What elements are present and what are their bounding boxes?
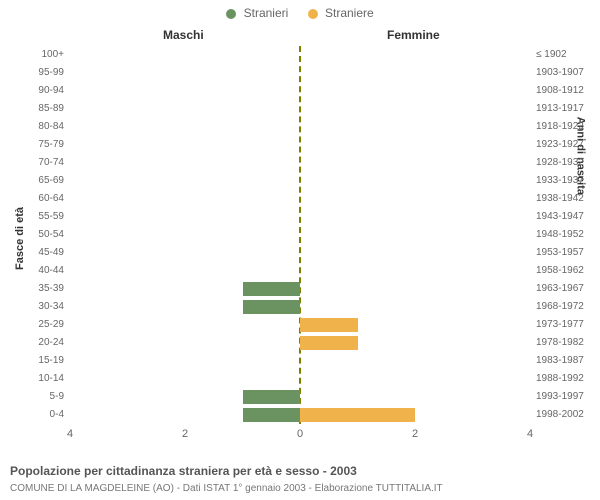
birth-year-label: 1938-1942 (536, 190, 584, 208)
legend-swatch-female (308, 9, 318, 19)
bar-male (243, 282, 301, 296)
legend-item-male: Stranieri (226, 6, 288, 20)
age-label: 50-54 (38, 226, 64, 244)
x-tick: 2 (182, 428, 188, 440)
birth-year-label: 1973-1977 (536, 316, 584, 334)
row-45-49: 45-491953-1957 (70, 244, 530, 262)
row-55-59: 55-591943-1947 (70, 208, 530, 226)
bar-female (300, 318, 358, 332)
age-label: 75-79 (38, 136, 64, 154)
birth-year-label: 1968-1972 (536, 298, 584, 316)
birth-year-label: 1988-1992 (536, 370, 584, 388)
legend-label-male: Stranieri (244, 6, 289, 20)
row-95-99: 95-991903-1907 (70, 64, 530, 82)
column-title-male: Maschi (163, 28, 204, 42)
birth-year-label: 1953-1957 (536, 244, 584, 262)
birth-year-label: ≤ 1902 (536, 46, 567, 64)
age-label: 5-9 (50, 388, 64, 406)
age-label: 0-4 (50, 406, 64, 424)
bar-male (243, 300, 301, 314)
birth-year-label: 1918-1922 (536, 118, 584, 136)
age-label: 35-39 (38, 280, 64, 298)
birth-year-label: 1923-1927 (536, 136, 584, 154)
age-label: 15-19 (38, 352, 64, 370)
birth-year-label: 1978-1982 (536, 334, 584, 352)
age-label: 20-24 (38, 334, 64, 352)
birth-year-label: 1993-1997 (536, 388, 584, 406)
x-tick: 0 (297, 428, 303, 440)
legend: Stranieri Straniere (0, 6, 600, 20)
birth-year-label: 1948-1952 (536, 226, 584, 244)
row-5-9: 5-91993-1997 (70, 388, 530, 406)
birth-year-label: 1958-1962 (536, 262, 584, 280)
age-label: 80-84 (38, 118, 64, 136)
age-label: 40-44 (38, 262, 64, 280)
age-label: 10-14 (38, 370, 64, 388)
row-10-14: 10-141988-1992 (70, 370, 530, 388)
row-0-4: 0-41998-2002 (70, 406, 530, 424)
population-pyramid-chart: Stranieri Straniere Maschi Femmine Fasce… (0, 0, 600, 500)
birth-year-label: 1933-1937 (536, 172, 584, 190)
birth-year-label: 1928-1932 (536, 154, 584, 172)
row-90-94: 90-941908-1912 (70, 82, 530, 100)
legend-swatch-male (226, 9, 236, 19)
birth-year-label: 1908-1912 (536, 82, 584, 100)
legend-label-female: Straniere (325, 6, 374, 20)
birth-year-label: 1903-1907 (536, 64, 584, 82)
row-35-39: 35-391963-1967 (70, 280, 530, 298)
bar-female (300, 408, 415, 422)
row-40-44: 40-441958-1962 (70, 262, 530, 280)
legend-item-female: Straniere (308, 6, 374, 20)
chart-title: Popolazione per cittadinanza straniera p… (10, 464, 357, 478)
age-label: 70-74 (38, 154, 64, 172)
age-label: 90-94 (38, 82, 64, 100)
age-label: 45-49 (38, 244, 64, 262)
column-title-female: Femmine (387, 28, 440, 42)
age-label: 30-34 (38, 298, 64, 316)
birth-year-label: 1943-1947 (536, 208, 584, 226)
row-25-29: 25-291973-1977 (70, 316, 530, 334)
bar-male (243, 408, 301, 422)
age-label: 85-89 (38, 100, 64, 118)
age-label: 100+ (41, 46, 64, 64)
age-label: 60-64 (38, 190, 64, 208)
row-20-24: 20-241978-1982 (70, 334, 530, 352)
birth-year-label: 1913-1917 (536, 100, 584, 118)
bar-female (300, 336, 358, 350)
row-15-19: 15-191983-1987 (70, 352, 530, 370)
birth-year-label: 1998-2002 (536, 406, 584, 424)
age-label: 55-59 (38, 208, 64, 226)
age-label: 65-69 (38, 172, 64, 190)
row-30-34: 30-341968-1972 (70, 298, 530, 316)
age-label: 25-29 (38, 316, 64, 334)
row-100+: 100+≤ 1902 (70, 46, 530, 64)
row-65-69: 65-691933-1937 (70, 172, 530, 190)
x-tick: 2 (412, 428, 418, 440)
row-70-74: 70-741928-1932 (70, 154, 530, 172)
x-tick: 4 (67, 428, 73, 440)
row-80-84: 80-841918-1922 (70, 118, 530, 136)
chart-subtitle: COMUNE DI LA MAGDELEINE (AO) - Dati ISTA… (10, 483, 443, 494)
x-tick: 4 (527, 428, 533, 440)
row-75-79: 75-791923-1927 (70, 136, 530, 154)
plot-area: 100+≤ 190295-991903-190790-941908-191285… (70, 46, 530, 424)
row-60-64: 60-641938-1942 (70, 190, 530, 208)
birth-year-label: 1963-1967 (536, 280, 584, 298)
age-label: 95-99 (38, 64, 64, 82)
row-85-89: 85-891913-1917 (70, 100, 530, 118)
row-50-54: 50-541948-1952 (70, 226, 530, 244)
bar-male (243, 390, 301, 404)
y-axis-title-left: Fasce di età (14, 207, 26, 270)
birth-year-label: 1983-1987 (536, 352, 584, 370)
